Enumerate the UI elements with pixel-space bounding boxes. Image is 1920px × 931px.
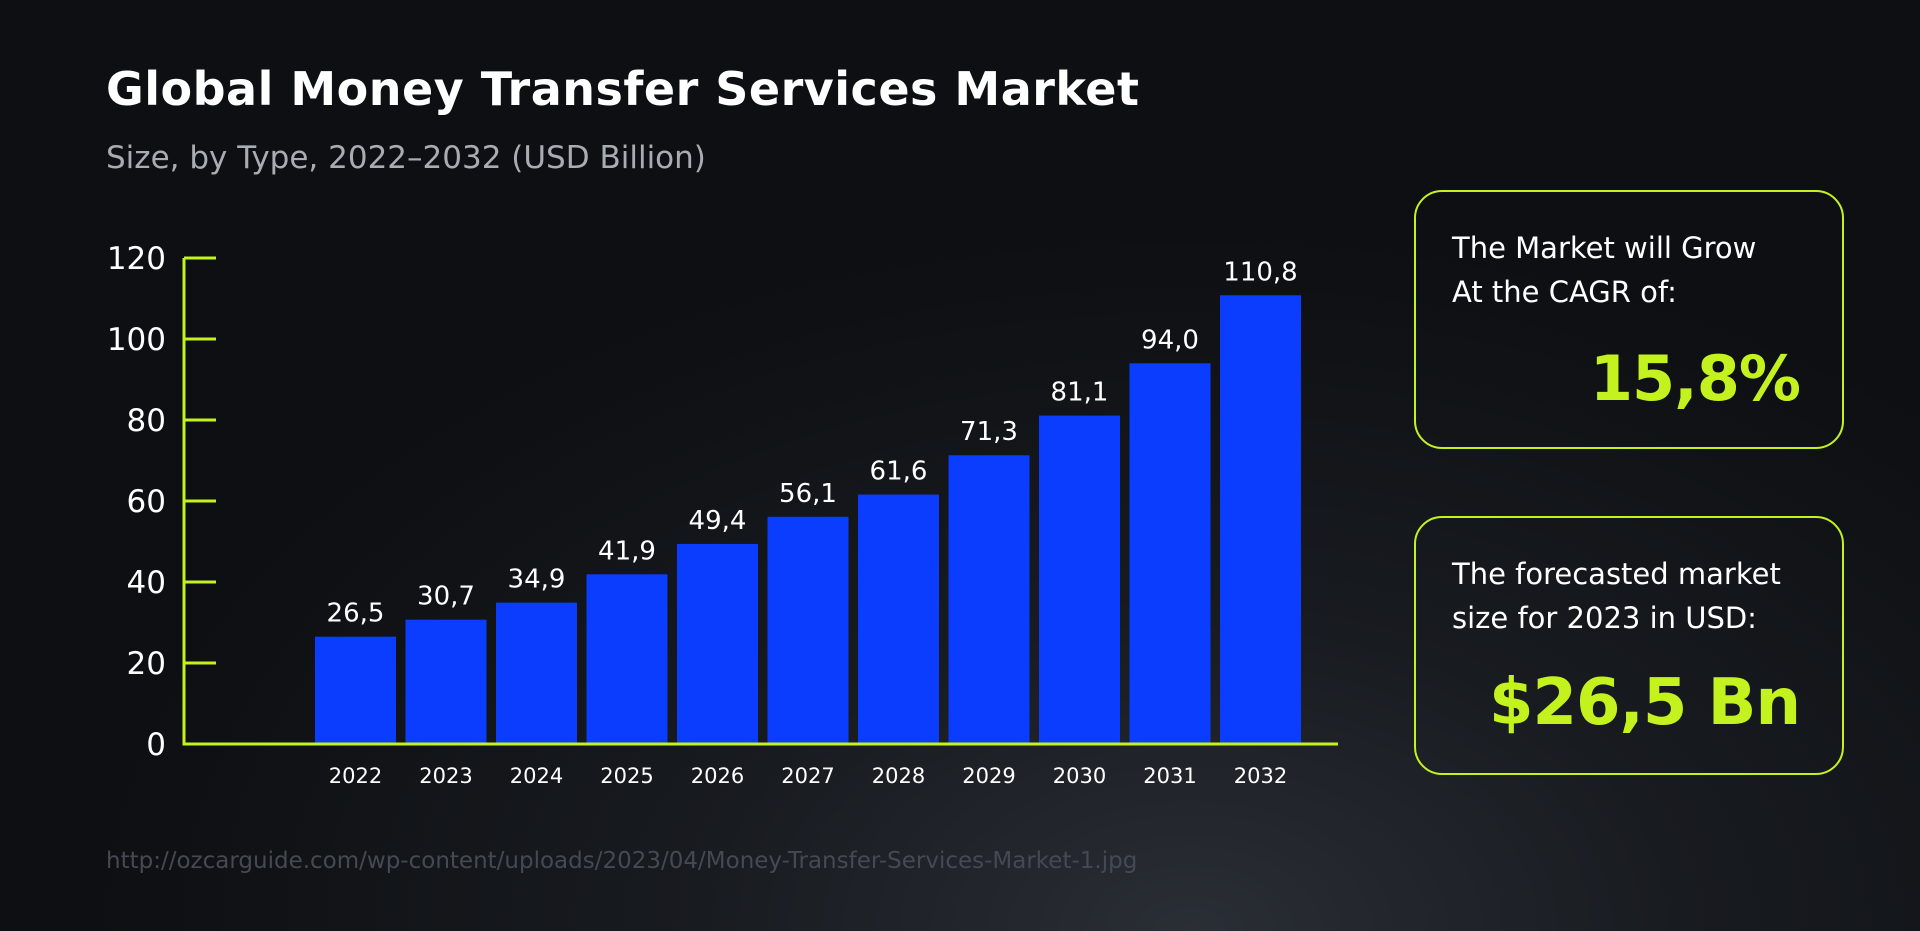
y-tick-label-120: 120 bbox=[107, 241, 166, 277]
forecast-card-text: The forecasted market size for 2023 in U… bbox=[1452, 552, 1822, 640]
x-tick-label-2030: 2030 bbox=[1053, 764, 1106, 788]
data-label-2030: 81,1 bbox=[1051, 378, 1109, 408]
y-tick-label-100: 100 bbox=[107, 322, 166, 358]
y-tick-label-40: 40 bbox=[127, 565, 166, 601]
data-label-2026: 49,4 bbox=[689, 506, 747, 536]
cagr-card: The Market will Grow At the CAGR of: 15,… bbox=[1414, 190, 1844, 449]
x-tick-label-2025: 2025 bbox=[600, 764, 653, 788]
y-tick-label-0: 0 bbox=[146, 727, 166, 763]
cagr-card-text: The Market will Grow At the CAGR of: bbox=[1452, 226, 1822, 314]
forecast-value: $26,5 Bn bbox=[1488, 666, 1801, 740]
bar-2028 bbox=[858, 494, 939, 744]
bar-2024 bbox=[496, 602, 577, 744]
bar-2032 bbox=[1220, 295, 1301, 744]
x-tick-label-2026: 2026 bbox=[691, 764, 744, 788]
bar-chart: 26,5 2022 30,7 2023 34,9 2024 41,9 2025 49,4 2026… bbox=[107, 241, 1338, 788]
cagr-card-line1: The Market will Grow bbox=[1452, 231, 1757, 265]
chart-subtitle: Size, by Type, 2022–2032 (USD Billion) bbox=[106, 140, 706, 176]
cagr-card-line2: At the CAGR of: bbox=[1452, 275, 1677, 309]
x-tick-label-2022: 2022 bbox=[329, 764, 382, 788]
y-tick-label-60: 60 bbox=[127, 484, 166, 520]
bar-2027 bbox=[767, 516, 849, 744]
x-tick-label-2027: 2027 bbox=[781, 764, 834, 788]
bar-2022 bbox=[315, 636, 396, 744]
y-tick-label-20: 20 bbox=[127, 646, 166, 682]
x-tick-label-2024: 2024 bbox=[510, 764, 563, 788]
x-tick-label-2031: 2031 bbox=[1143, 764, 1196, 788]
bar-2031 bbox=[1129, 363, 1211, 744]
x-tick-label-2028: 2028 bbox=[872, 764, 925, 788]
x-tick-label-2023: 2023 bbox=[419, 764, 472, 788]
chart-title: Global Money Transfer Services Market bbox=[106, 62, 1140, 116]
bar-2023 bbox=[405, 619, 487, 744]
data-label-2024: 34,9 bbox=[508, 565, 566, 595]
data-label-2029: 71,3 bbox=[960, 417, 1018, 447]
cagr-value: 15,8% bbox=[1589, 342, 1801, 415]
source-url: http://ozcarguide.com/wp-content/uploads… bbox=[106, 848, 1138, 874]
x-tick-label-2029: 2029 bbox=[962, 764, 1015, 788]
data-label-2025: 41,9 bbox=[598, 536, 656, 566]
data-label-2022: 26,5 bbox=[327, 599, 385, 629]
data-label-2031: 94,0 bbox=[1141, 325, 1199, 355]
data-label-2027: 56,1 bbox=[779, 479, 837, 509]
bar-2030 bbox=[1039, 415, 1120, 744]
data-label-2032: 110,8 bbox=[1223, 257, 1297, 287]
x-tick-label-2032: 2032 bbox=[1234, 764, 1287, 788]
data-label-2028: 61,6 bbox=[870, 457, 928, 487]
y-tick-label-80: 80 bbox=[127, 403, 166, 439]
forecast-card-line2: size for 2023 in USD: bbox=[1452, 601, 1757, 635]
bar-2026 bbox=[677, 543, 758, 744]
data-label-2023: 30,7 bbox=[417, 582, 475, 612]
forecast-card: The forecasted market size for 2023 in U… bbox=[1414, 516, 1844, 775]
bar-2025 bbox=[586, 574, 668, 744]
bar-2029 bbox=[948, 455, 1030, 744]
forecast-card-line1: The forecasted market bbox=[1452, 557, 1781, 591]
